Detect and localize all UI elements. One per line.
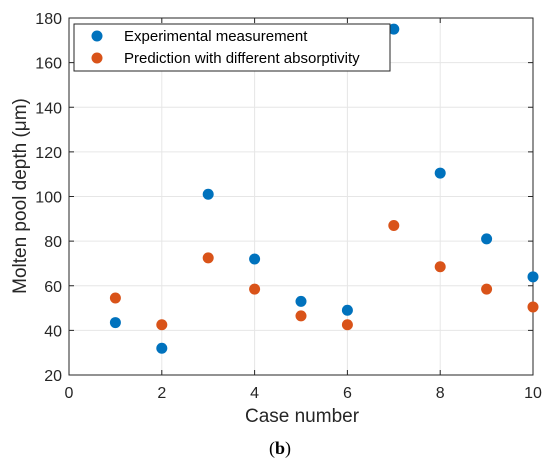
data-point: [388, 220, 400, 232]
x-tick-label: 0: [65, 385, 74, 402]
caption-letter: b: [275, 438, 285, 458]
data-point: [156, 319, 168, 331]
y-tick-label: 20: [44, 368, 62, 385]
y-tick-label: 160: [35, 56, 62, 73]
caption-open-paren: (: [269, 438, 275, 459]
data-point: [527, 301, 539, 313]
y-axis-label: Molten pool depth (μm): [10, 98, 31, 294]
y-tick-labels: 20 40 60 80 100 120 140 160 180: [35, 11, 62, 385]
legend-marker-experimental: [91, 30, 103, 42]
figure-caption: (b): [269, 438, 291, 459]
x-tick-label: 4: [250, 385, 259, 402]
data-point: [481, 233, 493, 245]
x-tick-label: 6: [343, 385, 352, 402]
y-tick-label: 60: [44, 279, 62, 296]
data-point: [202, 252, 214, 264]
y-tick-label: 140: [35, 100, 62, 117]
data-point: [434, 167, 446, 179]
caption-close-paren: ): [285, 438, 291, 459]
data-point: [109, 317, 121, 329]
series-prediction: [109, 220, 539, 331]
y-tick-label: 100: [35, 190, 62, 207]
series-experimental: [109, 23, 539, 354]
data-point: [249, 283, 261, 295]
y-tick-label: 80: [44, 234, 62, 251]
legend: Experimental measurement Prediction with…: [73, 23, 391, 72]
data-points: [109, 23, 539, 354]
data-point: [341, 304, 353, 316]
data-point: [295, 310, 307, 322]
data-point: [109, 292, 121, 304]
data-point: [202, 188, 214, 200]
y-tick-label: 40: [44, 323, 62, 340]
tick-marks: [68, 17, 534, 376]
data-point: [388, 23, 400, 35]
data-point: [527, 271, 539, 283]
data-point: [156, 342, 168, 354]
x-tick-label: 10: [524, 385, 542, 402]
y-tick-label: 120: [35, 145, 62, 162]
legend-box: [73, 23, 391, 72]
data-point: [295, 295, 307, 307]
legend-marker-prediction: [91, 52, 103, 64]
data-point: [481, 283, 493, 295]
data-point: [249, 253, 261, 265]
x-axis-label: Case number: [245, 406, 360, 427]
legend-label-experimental: Experimental measurement: [124, 28, 308, 45]
y-tick-label: 180: [35, 11, 62, 28]
x-tick-label: 8: [436, 385, 445, 402]
x-tick-label: 2: [157, 385, 166, 402]
data-point: [434, 261, 446, 273]
data-point: [341, 319, 353, 331]
legend-label-prediction: Prediction with different absorptivity: [124, 50, 360, 67]
x-tick-labels: 0 2 4 6 8 10: [65, 385, 542, 402]
